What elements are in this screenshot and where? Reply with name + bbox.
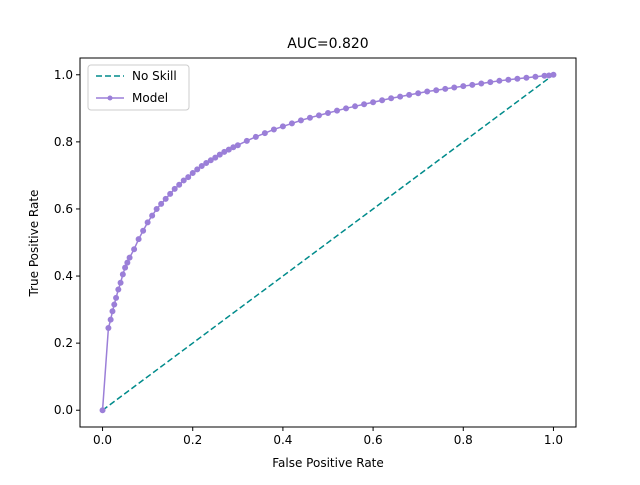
series-point-model [532,73,539,80]
series-point-model [451,84,458,91]
series-point-model [111,301,118,308]
series-point-model [288,120,295,127]
series-point-model [478,80,485,87]
series-point-model [352,103,359,110]
y-tick-label: 0.4 [54,269,73,283]
series-point-model [221,148,228,155]
series-point-model [406,91,413,98]
series-point-model [135,236,142,243]
series-point-model [424,88,431,95]
series-point-model [185,174,192,181]
series-point-model [140,227,147,234]
series-point-model [194,166,201,173]
series-point-model [496,77,503,84]
series-point-model [523,74,530,81]
y-tick-label: 0.6 [54,202,73,216]
series-point-model [469,81,476,88]
series-point-model [119,271,126,278]
series-point-model [234,142,241,149]
series-point-model [252,133,259,140]
series-point-model [514,75,521,82]
series-point-model [153,205,160,212]
legend-marker-model [107,95,113,101]
series-point-model [216,151,223,158]
legend-label-model: Model [132,91,168,105]
series-point-model [107,316,114,323]
series-point-model [442,85,449,92]
series-point-model [306,114,313,121]
series-point-model [158,200,165,207]
x-tick-label: 0.8 [454,433,473,447]
y-axis-label: True Positive Rate [27,190,41,298]
series-point-model [167,190,174,197]
series-point-model [243,137,250,144]
y-tick-label: 0.8 [54,135,73,149]
series-point-model [550,71,557,78]
series-point-model [198,163,205,170]
x-axis-label: False Positive Rate [272,456,384,470]
series-point-model [270,126,277,133]
series-point-model [115,286,122,293]
y-tick-label: 0.2 [54,336,73,350]
series-point-model [334,107,341,114]
series-point-model [180,177,187,184]
series-point-model [109,308,116,315]
series-point-model [433,87,440,94]
x-tick-label: 0.4 [273,433,292,447]
series-point-model [279,123,286,130]
axes: 0.0 0.2 0.4 0.6 0.8 1.0 0.0 0.2 0.4 0.6 0.8 1.0 [54,57,577,447]
series-point-model [261,130,268,137]
series-point-model [207,157,214,164]
series-point-model [343,105,350,112]
series-point-model [124,259,131,266]
series-point-model [113,294,120,301]
series-point-model [126,254,133,261]
series-point-model [144,219,151,226]
series-point-model [460,83,467,90]
x-tick-label: 0.6 [364,433,383,447]
series-point-model [122,264,129,271]
series-point-model [388,95,395,102]
series-point-model [149,212,156,219]
plot-frame [79,57,577,428]
legend-label-no-skill: No Skill [132,69,177,83]
series-point-model [117,279,124,286]
series-point-model [325,110,331,117]
series-point-model [361,101,368,108]
series-point-model [297,117,304,124]
series-line-no-skill [102,74,554,411]
series-point-model [99,407,106,414]
series-point-model [505,76,512,83]
x-tick-label: 0.2 [183,433,202,447]
chart-title: AUC=0.820 [287,36,368,52]
y-tick-label: 0.0 [54,403,73,417]
series-point-model [379,97,386,104]
series-point-model [162,195,169,202]
series-point-model [225,146,232,153]
series-point-model [212,154,219,161]
series-point-model [370,99,377,106]
series-point-model [315,112,322,119]
x-tick-label: 0.0 [93,433,112,447]
series-point-model [487,79,494,86]
plot-marks [99,71,557,414]
x-tick-label: 1.0 [544,433,563,447]
series-point-model [415,90,422,97]
series-point-model [189,170,196,177]
series-point-model [176,181,183,188]
series-point-model [105,325,112,332]
series-point-model [171,185,178,192]
y-tick-label: 1.0 [54,68,73,82]
series-point-model [203,160,210,166]
series-point-model [131,246,138,253]
legend: No Skill Model [87,64,190,111]
series-point-model [397,93,404,100]
